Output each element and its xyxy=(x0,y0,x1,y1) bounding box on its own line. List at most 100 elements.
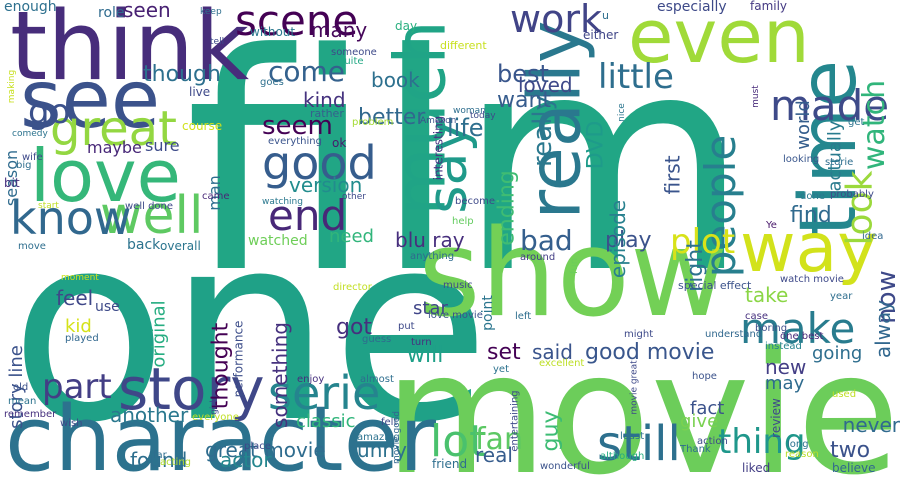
word-action: action xyxy=(697,436,728,447)
word-still: still xyxy=(597,416,681,472)
word-may: may xyxy=(765,373,805,394)
word-serie: serie xyxy=(268,366,381,420)
word-think: think xyxy=(10,0,250,102)
word-watch: watch xyxy=(857,79,893,171)
word-life: life xyxy=(447,114,484,142)
word-came: came xyxy=(202,191,230,202)
word-amazon: Amazon xyxy=(420,116,457,126)
word-way: way xyxy=(740,209,878,288)
word-well-done: well done xyxy=(125,201,174,212)
word-day: day xyxy=(395,19,418,33)
word-version: version xyxy=(289,173,363,197)
word-other: other xyxy=(342,192,366,202)
word-live: live xyxy=(189,85,211,99)
word-many: many xyxy=(311,18,368,42)
word-might: might xyxy=(624,329,654,340)
word-two: two xyxy=(830,438,871,463)
word-ye: Ye xyxy=(766,220,777,231)
word-plot: plot xyxy=(670,222,736,262)
word-blu-ray: blu ray xyxy=(395,228,465,252)
word-well: well xyxy=(100,186,204,246)
word-use: use xyxy=(95,299,120,315)
word-never: never xyxy=(842,413,900,437)
word-work: work xyxy=(510,0,602,41)
word-one: one xyxy=(10,179,491,479)
word-sure: sure xyxy=(145,136,180,155)
word-actually: actually xyxy=(824,119,846,192)
word-someone: someone xyxy=(331,47,377,58)
word-film: film xyxy=(185,0,750,339)
word-know: know xyxy=(10,191,132,245)
word-almost: almost xyxy=(360,374,394,385)
word-idea: idea xyxy=(862,231,884,242)
word-help: help xyxy=(452,216,474,227)
word-around: around xyxy=(520,252,556,263)
word-start: start xyxy=(38,201,59,211)
word-good: good xyxy=(262,136,377,190)
word-either: either xyxy=(583,28,619,42)
word-done: done xyxy=(800,191,825,202)
word-show: show xyxy=(418,205,729,344)
word-watch-movie: watch movie xyxy=(780,274,844,285)
word-play: play xyxy=(605,228,652,253)
word-take: take xyxy=(745,283,789,307)
word-character: character xyxy=(5,387,436,492)
word-actor: actor xyxy=(220,448,272,472)
word-girl: girl xyxy=(209,399,220,415)
word-episode: episode xyxy=(606,199,631,279)
word-find: find xyxy=(790,203,832,228)
word-fact: fact xyxy=(690,398,725,419)
word-best: best xyxy=(497,60,549,88)
word-kid: kid xyxy=(65,316,92,337)
word-nice: nice xyxy=(616,103,627,122)
word-course: course xyxy=(182,119,223,133)
word-believe: believe xyxy=(832,461,876,475)
word-least: least xyxy=(620,431,645,442)
word-instead: instead xyxy=(765,341,802,352)
word-alway: alway xyxy=(871,299,896,359)
word-back: back xyxy=(127,237,161,253)
word-dvd: DVD xyxy=(582,120,608,169)
word-music: music xyxy=(443,280,473,291)
word-today: today xyxy=(470,111,496,121)
word-new: new xyxy=(765,355,807,379)
word-rather: rather xyxy=(310,107,344,120)
word-movie: movie xyxy=(384,316,900,500)
word-amazing: amazing xyxy=(357,432,400,443)
word-different: different xyxy=(440,39,487,52)
word-kind: kind xyxy=(303,88,346,112)
word-little: little xyxy=(598,57,674,97)
word-u: u xyxy=(602,9,609,22)
word-classic: classic xyxy=(296,411,356,432)
word-wish: wish xyxy=(60,418,83,429)
word-far: far xyxy=(153,450,167,461)
word-felt: felt xyxy=(381,417,398,428)
word-overall: overall xyxy=(160,239,201,253)
word-friend: friend xyxy=(432,457,468,471)
word-wonderful: wonderful xyxy=(540,461,590,472)
word-hope: hope xyxy=(692,371,717,382)
word-must: must xyxy=(750,85,761,108)
word-although: although xyxy=(600,451,645,462)
word-need: need xyxy=(329,226,374,247)
word-moment: moment xyxy=(61,273,99,283)
word-looking: looking xyxy=(783,154,820,165)
word-everything: everything xyxy=(268,136,322,147)
word-enjoy: enjoy xyxy=(297,374,325,385)
word-entertaining: entertaining xyxy=(509,389,521,452)
word-loved: loved xyxy=(518,73,573,97)
word-big: big xyxy=(16,160,32,171)
word-move: move xyxy=(18,241,46,252)
word-quite: quite xyxy=(338,56,364,67)
word-bad: bad xyxy=(520,224,573,257)
word-another: another xyxy=(110,403,189,427)
word-feel: feel xyxy=(56,286,94,310)
word-used: used xyxy=(832,389,857,400)
word-everyone: everyone xyxy=(192,412,239,423)
word-something: something xyxy=(267,322,292,428)
word-old: old xyxy=(13,382,29,393)
word-seem: seem xyxy=(262,111,333,141)
word-anything: anything xyxy=(410,251,455,262)
word-though: though xyxy=(143,62,221,87)
